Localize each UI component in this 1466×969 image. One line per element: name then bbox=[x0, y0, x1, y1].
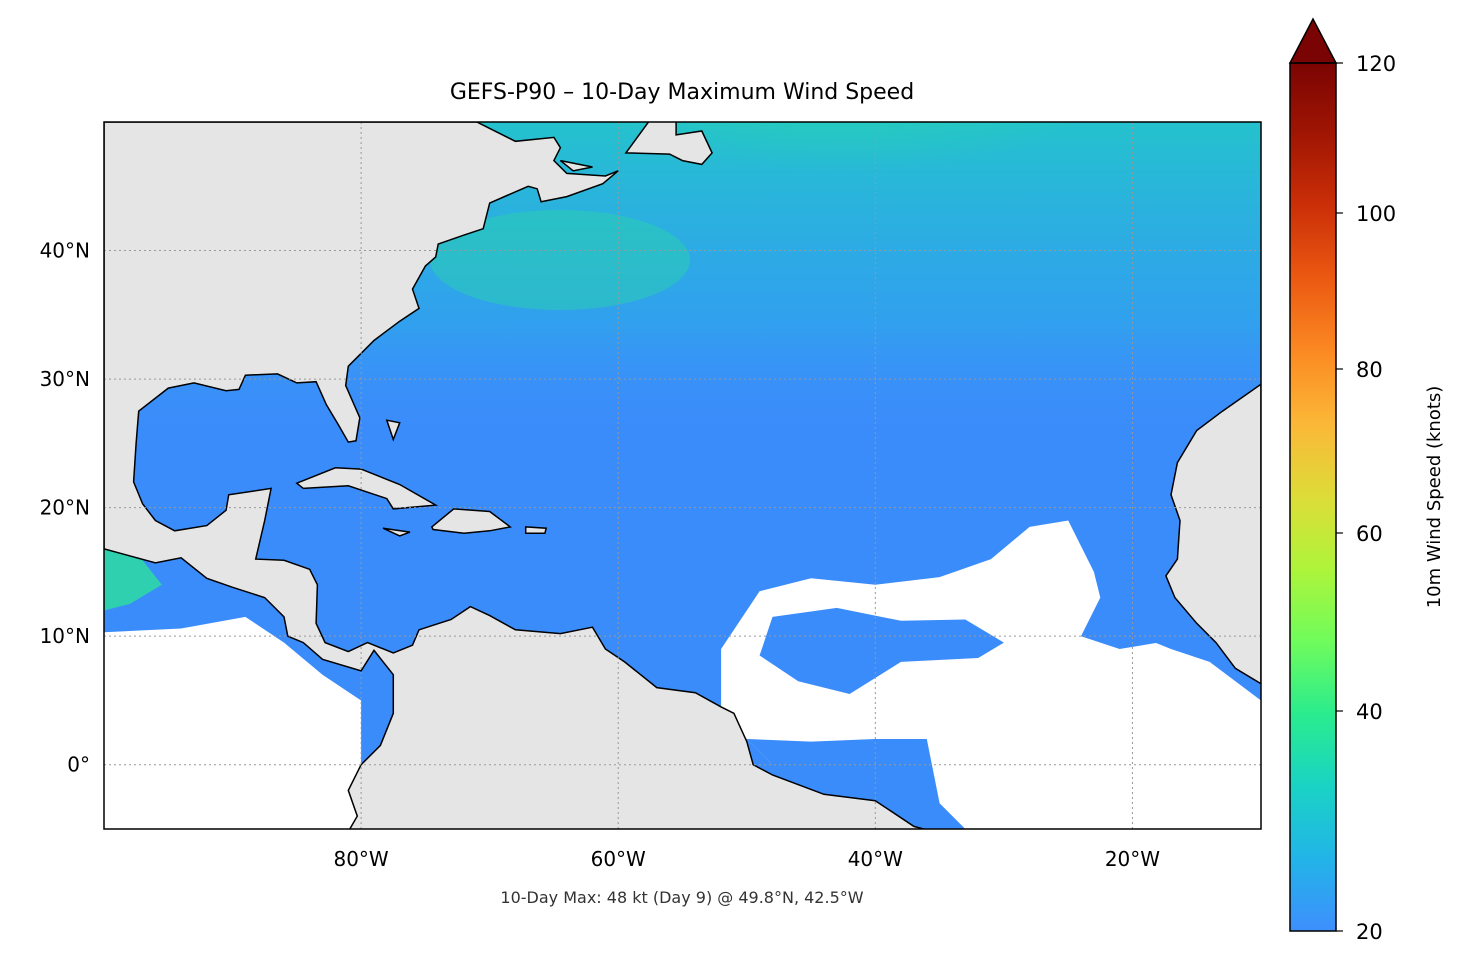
lat-tick-label: 40°N bbox=[40, 239, 90, 263]
island-hispaniola bbox=[430, 508, 513, 535]
island-puerto-rico bbox=[524, 526, 548, 535]
longitude-ticks: 80°W 60°W 40°W 20°W bbox=[333, 847, 1160, 871]
land-areas bbox=[104, 122, 1261, 829]
island-newfoundland bbox=[624, 122, 713, 166]
map-area[interactable] bbox=[104, 0, 1261, 832]
colorbar-gradient bbox=[1290, 63, 1336, 931]
latitude-ticks: 0° 10°N 20°N 30°N 40°N bbox=[40, 239, 90, 777]
wind-blob-south bbox=[746, 739, 940, 823]
colorbar-tick-label: 60 bbox=[1356, 522, 1383, 546]
map-title: GEFS-P90 – 10-Day Maximum Wind Speed bbox=[450, 80, 914, 105]
wind-blob-pacific bbox=[104, 548, 162, 611]
lon-tick-label: 60°W bbox=[591, 847, 646, 871]
colorbar-tick-label: 120 bbox=[1356, 52, 1396, 76]
lon-tick-label: 20°W bbox=[1105, 847, 1160, 871]
colorbar-extend-arrow bbox=[1288, 17, 1338, 64]
colorbar-frame bbox=[1289, 62, 1337, 932]
land-americas bbox=[104, 122, 927, 829]
island-pei bbox=[559, 159, 593, 172]
land-africa bbox=[1165, 383, 1261, 685]
wind-blob-tropics bbox=[759, 607, 1004, 694]
lat-tick-label: 30°N bbox=[40, 367, 90, 391]
colorbar-tick-label: 20 bbox=[1356, 920, 1383, 944]
map-frame bbox=[103, 121, 1262, 830]
island-bahamas bbox=[385, 419, 401, 442]
island-jamaica bbox=[382, 527, 411, 537]
map-subtitle: 10-Day Max: 48 kt (Day 9) @ 49.8°N, 42.5… bbox=[500, 888, 863, 907]
colorbar-tick-label: 80 bbox=[1356, 358, 1383, 382]
wind-field-max-region bbox=[540, 122, 1140, 300]
white-region-pacific bbox=[104, 616, 362, 829]
lat-tick-label: 0° bbox=[67, 753, 90, 777]
wind-blob-africa-coast bbox=[1081, 526, 1197, 649]
wind-field-streak bbox=[430, 210, 690, 310]
lon-tick-label: 80°W bbox=[333, 847, 388, 871]
colorbar: 20 40 60 80 100 120 bbox=[1288, 17, 1396, 944]
lat-tick-label: 10°N bbox=[40, 624, 90, 648]
colorbar-label: 10m Wind Speed (knots) bbox=[1424, 386, 1445, 609]
island-cuba bbox=[295, 467, 439, 510]
colorbar-tick-label: 100 bbox=[1356, 202, 1396, 226]
below-threshold-areas bbox=[104, 520, 1261, 829]
lat-tick-label: 20°N bbox=[40, 496, 90, 520]
colorbar-tick-label: 40 bbox=[1356, 700, 1383, 724]
lon-tick-label: 40°W bbox=[848, 847, 903, 871]
